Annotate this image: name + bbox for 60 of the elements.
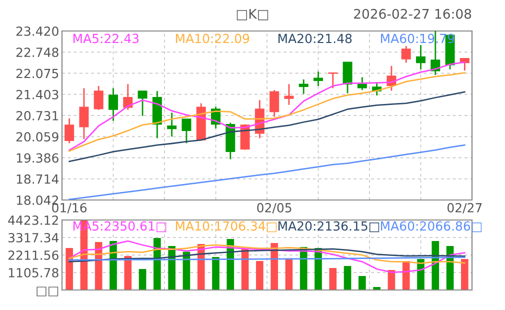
line-series	[68, 240, 466, 274]
bar	[124, 256, 132, 290]
bar	[256, 260, 264, 290]
y-tick-label: 18.042	[16, 195, 58, 205]
series-label: MA10:1706.34□	[176, 221, 277, 232]
y-tick-label: 23.420	[16, 26, 58, 36]
text: MA20:21.48	[278, 34, 352, 44]
y-tick-label: 20.731	[16, 110, 58, 120]
bar	[329, 268, 337, 290]
text: MA5:22.43	[73, 34, 139, 44]
y-tick-label: 22.748	[16, 48, 58, 58]
y-tick-label: 3317.34	[8, 232, 59, 242]
candlestick	[284, 83, 294, 106]
y-tick-label: 19.386	[16, 153, 58, 163]
text: 2026-02-27 16:08	[354, 8, 472, 19]
line-series	[68, 244, 466, 264]
bar	[212, 257, 220, 290]
x-tick-label: 02/05	[257, 203, 292, 214]
y-tick-label: 1105.78	[8, 268, 58, 278]
bar	[461, 258, 468, 290]
series-label: MA20:2136.15□	[278, 221, 380, 232]
bar	[168, 246, 176, 290]
y-tick-label: 21.403	[16, 90, 58, 100]
bar	[358, 276, 366, 290]
candlestick	[79, 87, 89, 140]
candlestick	[342, 61, 352, 94]
y-tick-label: 2211.56	[8, 250, 58, 260]
y-tick-label: 22.075	[16, 68, 58, 78]
bar	[138, 269, 146, 290]
x-tick-label: 02/27	[447, 203, 482, 214]
candlestick	[270, 89, 280, 118]
candlestick	[182, 118, 192, 144]
candlestick	[401, 45, 411, 64]
chart-title: □K□	[236, 9, 268, 20]
candlestick	[298, 78, 308, 95]
y-tick-label: 4423.12	[8, 215, 58, 225]
bar	[285, 258, 293, 290]
candlestick	[314, 70, 323, 87]
x-tick-label: 01/16	[52, 203, 87, 214]
y-tick-label: 18.714	[16, 174, 59, 184]
candlestick	[64, 118, 74, 144]
candlestick	[108, 87, 118, 122]
bar	[94, 242, 102, 290]
bar	[66, 248, 73, 290]
bar	[402, 260, 410, 290]
bar	[417, 258, 424, 290]
bar	[344, 266, 352, 290]
line-series	[68, 248, 466, 262]
candlestick	[357, 76, 367, 91]
text: MA10:22.09	[176, 34, 250, 44]
line-series	[68, 144, 466, 200]
candlestick	[416, 44, 426, 70]
y-tick-label: 20.059	[16, 132, 58, 142]
candlestick	[138, 90, 148, 117]
candlestick	[94, 85, 104, 111]
y-tick-label: □□	[36, 286, 58, 296]
line-series	[68, 91, 466, 162]
bar	[270, 242, 278, 290]
candlestick	[167, 112, 177, 138]
candlestick	[328, 72, 338, 89]
